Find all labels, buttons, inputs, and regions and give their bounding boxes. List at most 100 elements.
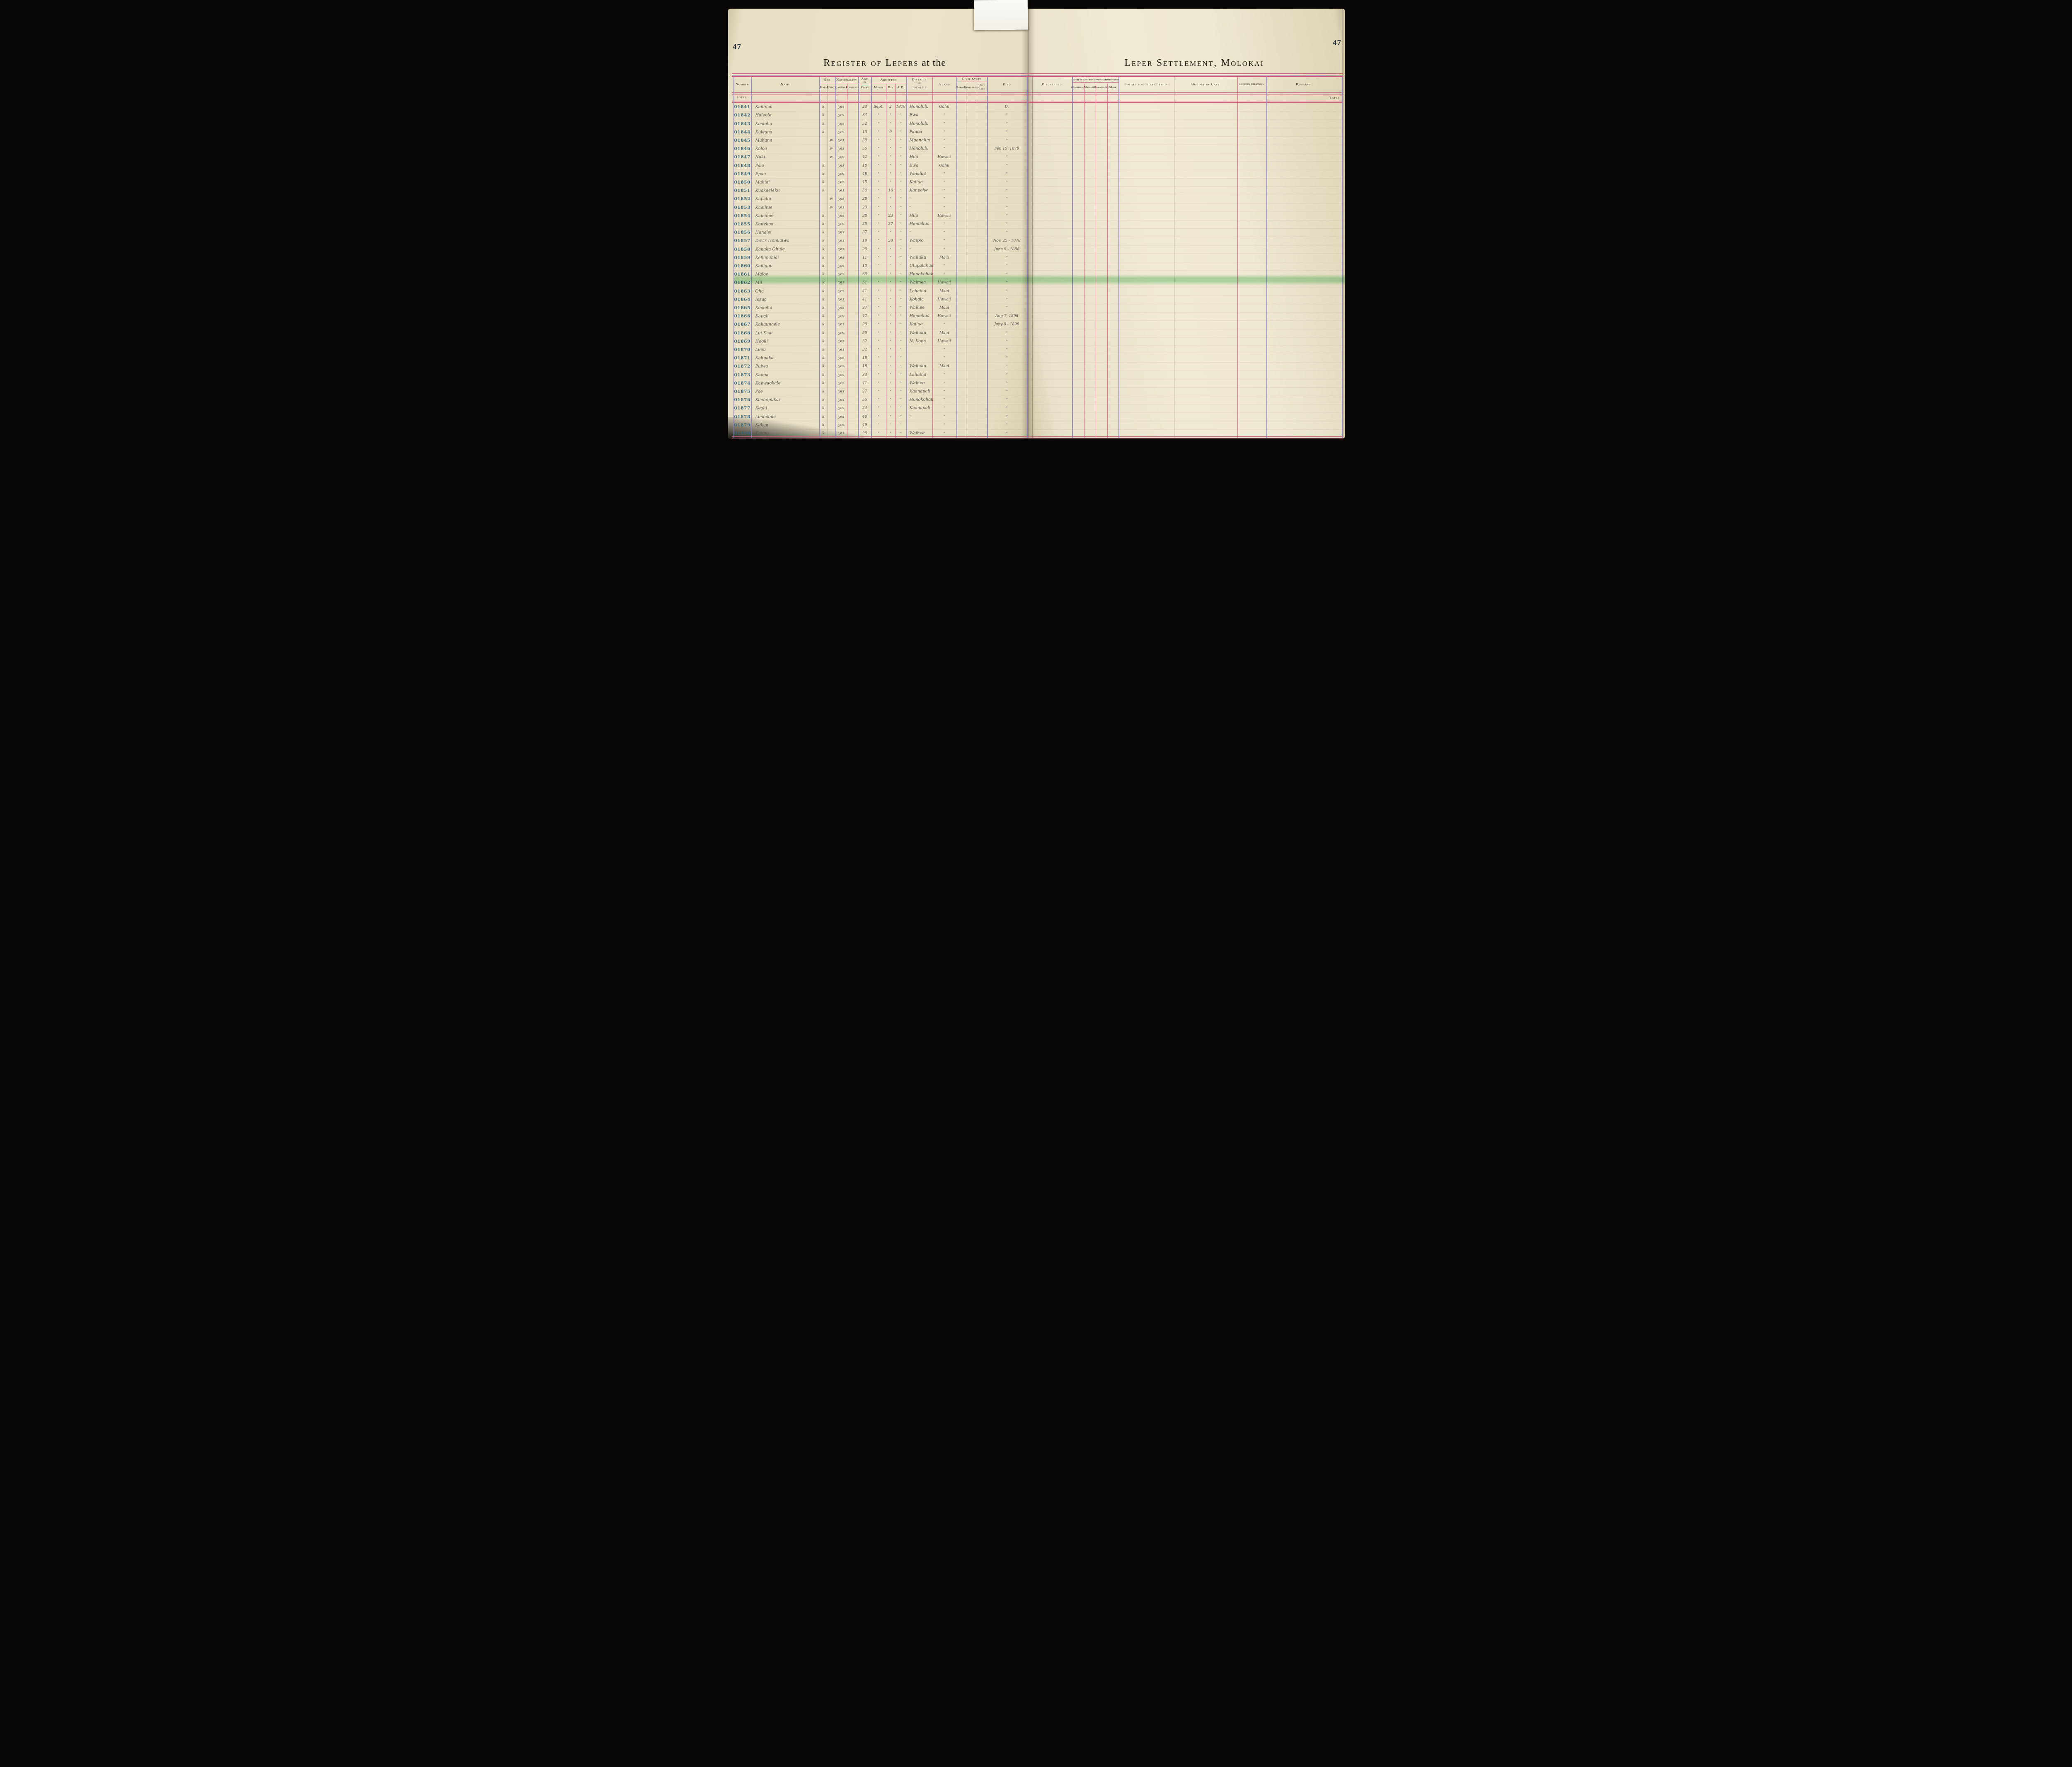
cell-died: " [1006,356,1008,360]
row-number: 01853 [734,205,750,210]
cell-month: " [878,222,879,226]
cell-name: Kaewaokala [755,380,781,386]
cell-name: Davis Honuaiwa [755,238,789,244]
cell-island: Hawaii [937,297,951,302]
page-number-right: 47 [1333,39,1341,47]
cell-died: " [1006,373,1008,377]
cell-died: " [1006,381,1008,385]
cell-died: " [1006,213,1008,218]
cell-hawaiian: yes [838,255,845,260]
cell-ad: " [900,289,902,293]
column-rule [895,84,896,438]
cell-district: Honokohau [909,271,934,277]
row-number: 01860 [734,264,750,269]
col-have-issue-2: Issue [978,87,985,90]
cell-ad: " [900,121,902,126]
cell-name: Kanekoa [755,222,774,227]
cell-female: w [830,197,833,201]
cell-month: " [878,130,879,134]
cell-age: 50 [862,331,867,335]
rule-table-bottom [731,436,1343,438]
row-number: 01856 [734,230,750,235]
cell-day: " [890,205,891,209]
cell-hawaiian: yes [838,172,845,176]
cell-day: 28 [888,239,893,243]
cell-name: Kanoa [755,373,769,378]
col-discharged: Discharged [1042,82,1062,86]
cell-island: Maui [939,364,949,369]
cell-age: 24 [862,105,867,109]
cell-male: k [822,322,825,327]
cell-name: Keahi [755,406,767,411]
cell-island: Hawaii [937,339,951,344]
cell-day: " [890,306,891,310]
row-number: 01879 [734,422,750,428]
cell-island: Oahu [939,163,949,168]
row-number: 01852 [734,196,750,202]
cell-male: k [822,105,825,109]
cell-island: " [943,414,945,419]
cell-day: 2 [889,105,892,109]
cell-month: " [878,423,879,427]
cell-hawaiian: yes [838,431,845,436]
cell-name: Hooili [755,339,768,344]
row-number: 01854 [734,213,750,218]
cell-district: " [909,414,911,419]
cell-male: k [822,180,825,184]
cell-ad: " [900,398,902,402]
cell-name: Luau [755,347,766,352]
row-number: 01849 [734,171,750,177]
cell-hawaiian: yes [838,373,845,377]
cell-island: " [943,272,945,276]
col-maculous: Maculous [1084,86,1096,89]
ledger-book: 47 47 Register of Lepers at the Leper Se… [728,9,1345,438]
cell-hawaiian: yes [838,239,845,243]
cell-ad: " [900,230,902,235]
cell-island: " [943,398,945,402]
cell-hawaiian: yes [838,398,845,402]
cell-month: " [878,264,879,268]
rule-header-bottom [731,92,1343,94]
cell-month: " [878,306,879,310]
cell-hawaiian: yes [838,264,845,268]
cell-district: Waihee [909,431,925,436]
cell-died: " [1006,189,1008,193]
cell-died: " [1006,130,1008,134]
cell-island: " [943,373,945,377]
cell-district: Wailuku [909,330,927,335]
manifestation-divider [1072,82,1118,83]
cell-day: " [890,314,891,318]
cell-month: " [878,272,879,276]
cell-male: k [822,398,825,402]
cell-died: " [1006,406,1008,410]
cell-name: Kaaihue [755,205,772,210]
cell-district: " [909,247,911,251]
cell-hawaiian: yes [838,289,845,293]
cell-name: Kapaku [755,196,771,202]
cell-day: " [890,373,891,377]
cell-died: " [1006,272,1008,276]
col-history-of-case: History of Case [1191,82,1220,86]
cell-name: Kahaunaele [755,322,780,327]
cell-day: 16 [888,189,893,193]
cell-day: " [890,297,891,301]
cell-female: w [830,147,833,151]
cell-hawaiian: yes [838,180,845,184]
row-number: 01864 [734,297,750,302]
cell-female: w [830,205,833,210]
cell-district: Kohala [909,297,924,302]
cell-age: 20 [862,322,867,327]
cell-male: k [822,331,825,335]
cell-district: Moanalua [909,138,930,143]
cell-district: Pauoa [909,129,922,135]
cell-died: Feb 15, 1879 [994,147,1019,151]
cell-male: k [822,213,825,218]
cell-district: Honolulu [909,104,929,109]
cell-day: " [890,247,891,251]
cell-died: " [1006,390,1008,393]
cell-age: 48 [862,414,867,419]
cell-age: 24 [862,406,867,411]
cell-district: Waipio [909,238,924,243]
row-number: 01855 [734,222,750,227]
column-rule [1026,77,1028,438]
